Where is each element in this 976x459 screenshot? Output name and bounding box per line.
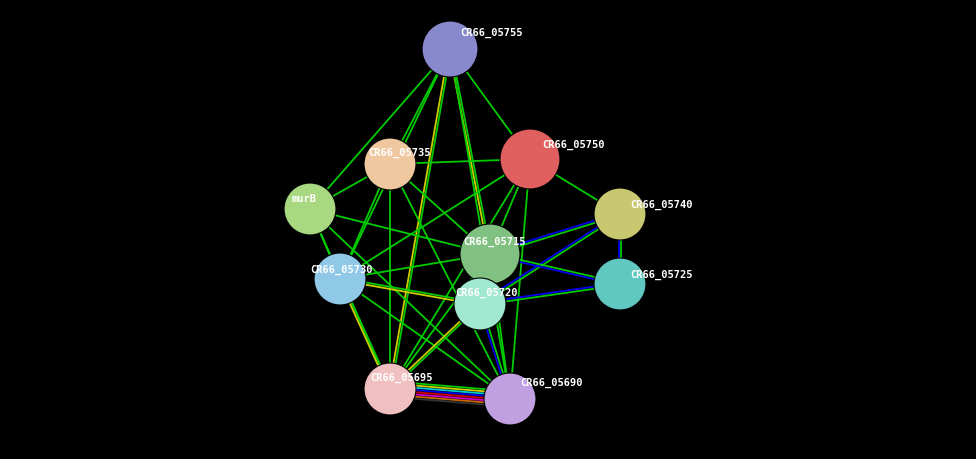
Text: CR66_05750: CR66_05750	[542, 140, 604, 150]
Text: CR66_05735: CR66_05735	[368, 148, 430, 158]
Text: CR66_05730: CR66_05730	[310, 264, 373, 274]
Text: murB: murB	[292, 194, 317, 203]
Text: CR66_05715: CR66_05715	[463, 236, 525, 246]
Circle shape	[594, 189, 646, 241]
Text: CR66_05720: CR66_05720	[455, 287, 517, 297]
Circle shape	[454, 279, 506, 330]
Circle shape	[422, 22, 478, 78]
Text: CR66_05695: CR66_05695	[370, 372, 432, 382]
Circle shape	[500, 130, 560, 190]
Circle shape	[364, 139, 416, 190]
Circle shape	[460, 224, 520, 285]
Text: CR66_05725: CR66_05725	[630, 269, 693, 280]
Text: CR66_05740: CR66_05740	[630, 200, 693, 210]
Text: CR66_05690: CR66_05690	[520, 377, 583, 387]
Circle shape	[314, 253, 366, 305]
Circle shape	[594, 258, 646, 310]
Circle shape	[484, 373, 536, 425]
Circle shape	[284, 184, 336, 235]
Circle shape	[364, 363, 416, 415]
Text: CR66_05755: CR66_05755	[460, 28, 522, 38]
